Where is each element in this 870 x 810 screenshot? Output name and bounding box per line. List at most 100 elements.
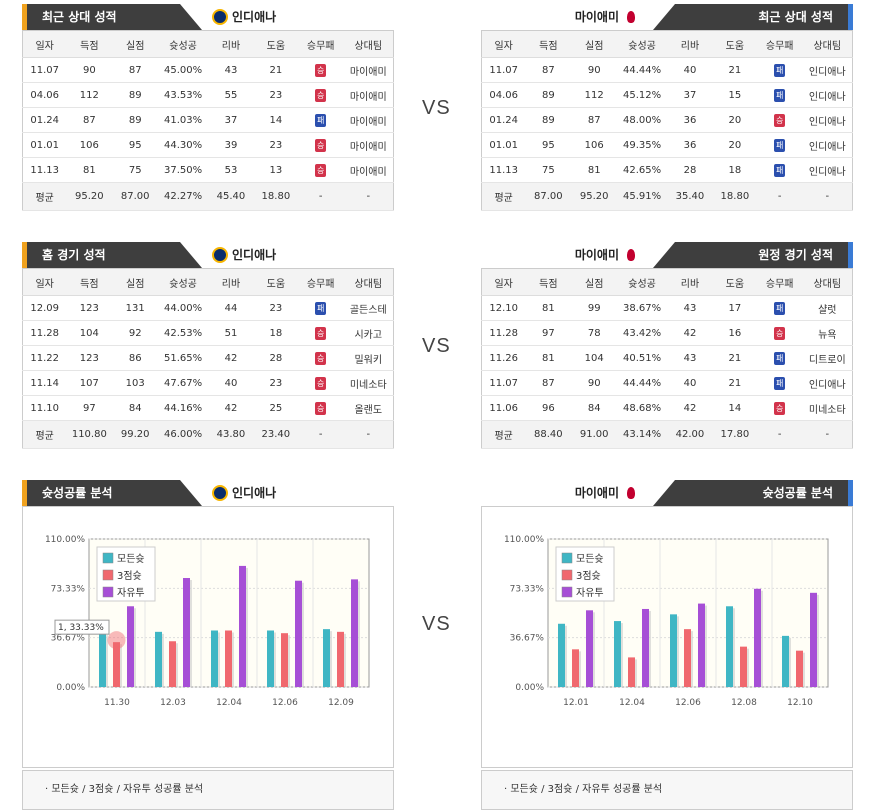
table-cell: 84	[571, 395, 618, 421]
left-panel-chart: 슛성공률 분석 인디애나 0.00% 36.67% 73.33% 110.00% 11.…	[22, 476, 394, 810]
table-cell: 뉴욕	[802, 320, 853, 346]
shooting-chart: 0.00% 36.67% 73.33% 110.00% 12.01 12.04 12.06 1…	[504, 535, 829, 708]
bar	[295, 580, 302, 687]
x-tick-label: 12.01	[563, 698, 589, 708]
table-row: 11.28 104 92 42.53% 51 18 승 시카고	[22, 320, 394, 346]
table-cell: 104	[571, 345, 618, 371]
table-cell: 48.00%	[617, 107, 668, 133]
table-cell: 21	[712, 345, 757, 371]
bar	[782, 635, 789, 687]
bar	[740, 646, 747, 687]
table-cell: 38.67%	[617, 295, 668, 321]
average-cell: 43.80	[208, 420, 254, 449]
table-cell: 인디애나	[802, 370, 853, 396]
table-row: 01.24 89 87 48.00% 36 20 승 인디애나	[481, 107, 853, 133]
stats-table: 일자 득점 실점 슛성공 리바 도움 승무패 상대팀 11.07 87 90 44.44% 40 21 패 인…	[481, 30, 853, 211]
table-cell: 11.22	[22, 345, 67, 371]
table-cell: 40	[667, 57, 713, 83]
average-row: 평균 110.80 99.20 46.00% 43.80 23.40- -	[22, 420, 394, 449]
table-cell: 23	[253, 132, 298, 158]
result-cell: 패	[756, 132, 803, 158]
column-header: 승무패	[756, 30, 803, 58]
result-cell: 승	[297, 132, 344, 158]
table-cell: 42.53%	[158, 320, 209, 346]
table-cell: 42.65%	[617, 157, 668, 183]
bar	[558, 623, 565, 687]
panel-header: 슛성공률 분석 인디애나	[22, 476, 394, 506]
win-badge: 승	[315, 163, 327, 177]
column-header: 상대팀	[343, 30, 394, 58]
table-cell: 11.28	[481, 320, 526, 346]
team-label: 인디애나	[208, 484, 276, 502]
table-cell: 112	[571, 82, 618, 108]
column-header: 일자	[22, 30, 67, 58]
team-name: 인디애나	[232, 486, 277, 500]
result-cell: 승	[297, 345, 344, 371]
result-cell: 승	[297, 82, 344, 108]
highlight-marker	[107, 631, 126, 650]
shooting-chart: 0.00% 36.67% 73.33% 110.00% 11.30 12.03 12.04 1…	[45, 535, 370, 708]
win-badge: 승	[315, 88, 327, 102]
bar	[614, 621, 621, 687]
panel-header: 마이애미 원정 경기 성적	[481, 238, 853, 268]
table-cell: 인디애나	[802, 57, 853, 83]
legend-swatch	[561, 569, 573, 581]
team-name: 마이애미	[574, 248, 619, 262]
result-cell: 승	[297, 370, 344, 396]
table-cell: 41.03%	[158, 107, 209, 133]
table-cell: 01.24	[22, 107, 67, 133]
loss-badge: 패	[774, 138, 786, 152]
table-cell: 25	[253, 395, 298, 421]
y-tick-label: 0.00%	[515, 683, 544, 693]
table-cell: 44.30%	[158, 132, 209, 158]
column-header: 리바	[667, 268, 713, 296]
bar	[169, 641, 176, 687]
table-cell: 12.10	[481, 295, 526, 321]
table-cell: 89	[525, 82, 572, 108]
table-cell: 81	[525, 345, 572, 371]
table-cell: 28	[253, 345, 298, 371]
table-cell: 90	[66, 57, 113, 83]
table-row: 04.06 89 112 45.12% 37 15 패 인디애나	[481, 82, 853, 108]
table-row: 11.22 123 86 51.65% 42 28 승 밀워키	[22, 345, 394, 371]
legend-swatch	[102, 586, 114, 598]
table-cell: 86	[112, 345, 159, 371]
x-tick-label: 12.04	[619, 698, 645, 708]
average-cell: 42.27%	[158, 182, 209, 211]
heat-logo-icon	[623, 485, 639, 501]
table-cell: 75	[525, 157, 572, 183]
result-cell: 패	[756, 82, 803, 108]
average-cell: -	[343, 182, 394, 211]
table-cell: 12.09	[22, 295, 67, 321]
average-cell: 46.00%	[158, 420, 209, 449]
table-cell: 01.01	[22, 132, 67, 158]
pacers-logo-icon	[212, 247, 228, 263]
x-tick-label: 12.08	[731, 698, 757, 708]
table-cell: 40	[208, 370, 254, 396]
left-panel-head2head: 최근 상대 성적 인디애나 일자 득점 실점 슛성공 리바 도움 승무패 상대팀 11.07 90…	[22, 0, 394, 211]
table-cell: 28	[667, 157, 713, 183]
table-cell: 84	[112, 395, 159, 421]
table-cell: 01.01	[481, 132, 526, 158]
table-cell: 11.07	[481, 57, 526, 83]
table-cell: 21	[253, 57, 298, 83]
win-badge: 승	[774, 113, 786, 127]
table-cell: 87	[66, 107, 113, 133]
panel-title: 원정 경기 성적	[653, 242, 853, 268]
table-cell: 인디애나	[802, 132, 853, 158]
column-header: 상대팀	[343, 268, 394, 296]
table-cell: 36	[667, 132, 713, 158]
table-cell: 미네소타	[343, 370, 394, 396]
table-cell: 마이애미	[343, 57, 394, 83]
bar	[225, 630, 232, 687]
result-cell: 패	[756, 370, 803, 396]
bar	[155, 631, 162, 687]
column-header: 도움	[712, 30, 757, 58]
average-cell: -	[756, 182, 803, 211]
bar	[726, 606, 733, 687]
result-cell: 승	[297, 395, 344, 421]
vs-label: VS	[422, 335, 451, 357]
result-cell: 승	[756, 395, 803, 421]
legend-label: 모든슛	[117, 553, 145, 565]
